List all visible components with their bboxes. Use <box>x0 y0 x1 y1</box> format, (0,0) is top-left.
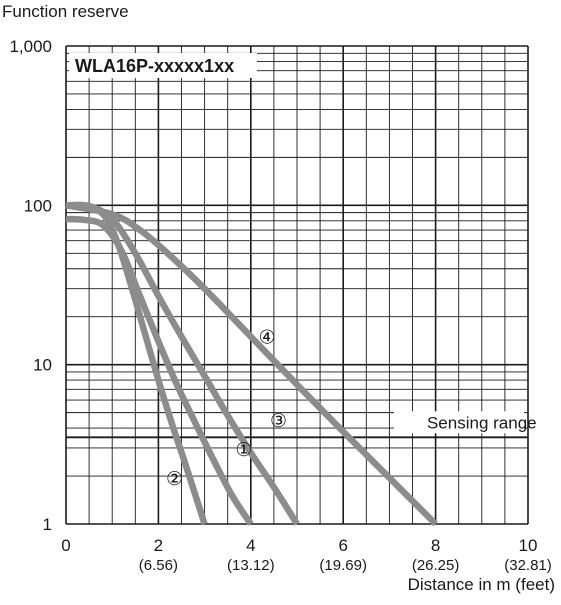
chart-title: WLA16P-xxxxx1xx <box>75 56 234 76</box>
x-tick-label: 10 <box>519 536 538 555</box>
x-tick-sublabel: (6.56) <box>139 557 178 574</box>
curve-labels: ① ② ③ ④ <box>166 328 287 490</box>
x-tick-sublabel: (13.12) <box>227 557 275 574</box>
series-label-4: ④ <box>258 328 275 349</box>
x-axis-title: Distance in m (feet) <box>408 575 555 594</box>
y-tick-label: 1,000 <box>9 37 52 56</box>
x-tick-sublabel: (26.25) <box>412 557 460 574</box>
x-tick-label: 6 <box>338 536 347 555</box>
grid <box>65 45 529 525</box>
x-tick-label: 4 <box>246 536 255 555</box>
series-label-1: ① <box>235 440 252 461</box>
y-axis-title: Function reserve <box>2 2 129 21</box>
x-tick-label: 8 <box>431 536 440 555</box>
x-tick-sublabel: (19.69) <box>319 557 367 574</box>
sensing-range-label-bg <box>394 411 524 434</box>
curves <box>65 201 438 527</box>
x-tick-label: 0 <box>61 536 70 555</box>
sensing-range-label: Sensing range <box>427 413 537 432</box>
y-tick-label: 10 <box>33 356 52 375</box>
series-line-1 <box>65 215 254 526</box>
sensing-range-line: Sensing range <box>66 411 537 439</box>
y-tick-label: 1 <box>43 515 52 534</box>
x-tick-label: 2 <box>154 536 163 555</box>
y-tick-label: 100 <box>24 196 52 215</box>
series-label-3: ③ <box>270 411 287 432</box>
series-line-4 <box>65 202 438 527</box>
tick-labels: 0 2 (6.56) 4 (13.12) 6 (19.69) 8 (26.25) 10 (32.81… <box>9 37 551 574</box>
x-tick-sublabel: (32.81) <box>504 557 552 574</box>
model-label-box: WLA16P-xxxxx1xx <box>69 53 257 78</box>
series-label-2: ② <box>166 469 183 490</box>
